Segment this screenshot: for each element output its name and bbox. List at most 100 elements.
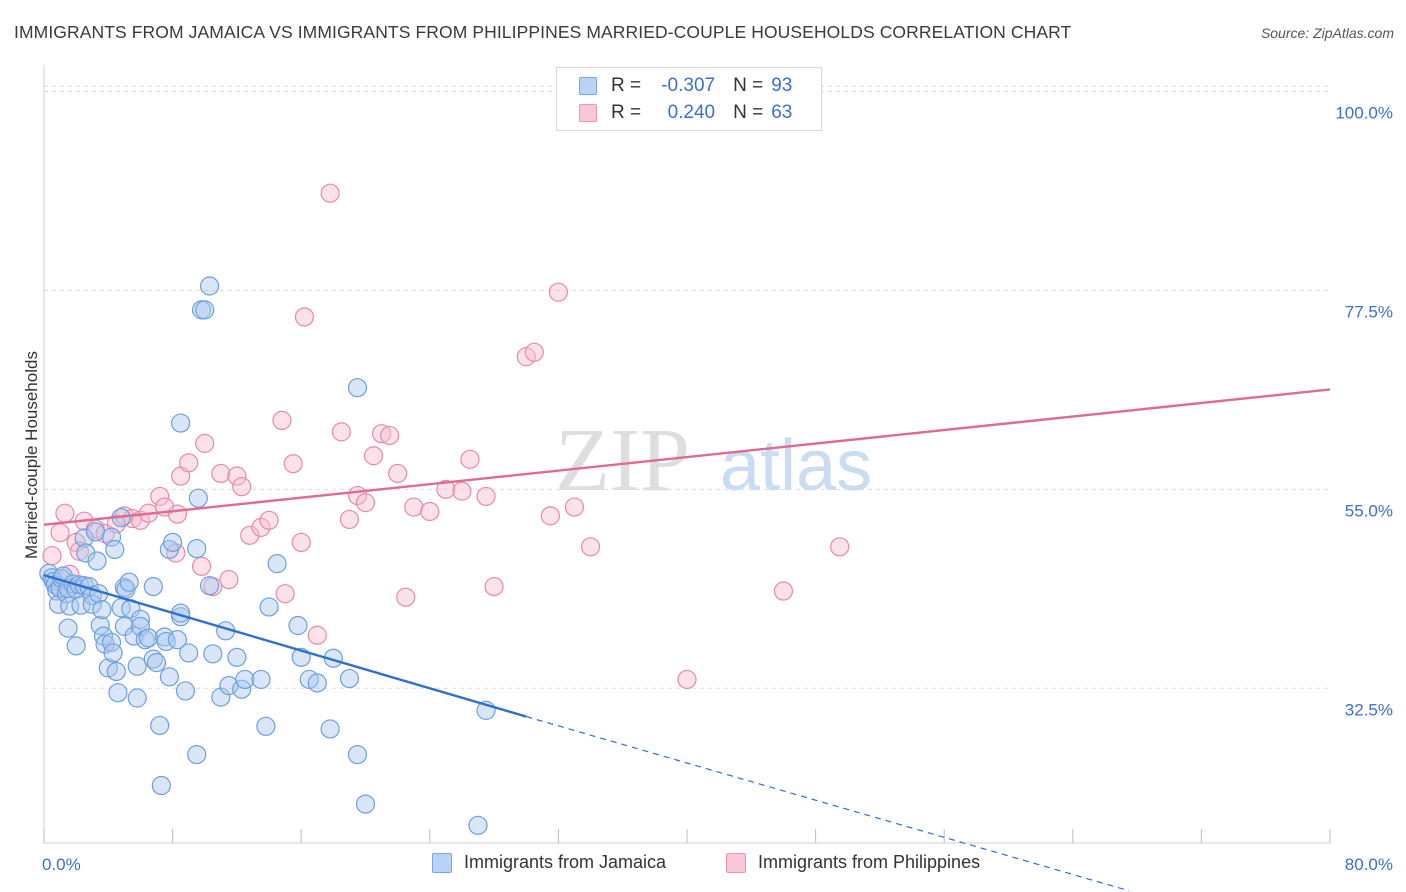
point-philippines — [436, 479, 456, 499]
point-jamaica — [187, 744, 207, 765]
trendline-jamaica — [43, 573, 527, 718]
point-jamaica — [171, 413, 191, 433]
point-philippines — [773, 581, 794, 601]
legend-r-value: -0.307 — [661, 75, 716, 96]
point-jamaica — [143, 649, 163, 669]
point-philippines — [283, 454, 303, 474]
series-jamaica-points — [39, 276, 496, 835]
point-philippines — [460, 449, 480, 469]
point-jamaica — [468, 815, 488, 835]
point-jamaica — [130, 609, 151, 629]
point-philippines — [275, 584, 295, 604]
point-jamaica — [114, 616, 134, 636]
point-philippines — [524, 342, 544, 362]
legend-box: R = -0.307 N = 93 R = 0.240 N = 63 — [556, 67, 822, 131]
point-philippines — [396, 587, 416, 607]
point-philippines — [320, 183, 340, 203]
point-jamaica — [159, 667, 179, 687]
point-jamaica — [101, 527, 122, 547]
watermark-zip: ZIP — [555, 411, 690, 510]
point-philippines — [548, 282, 569, 302]
point-jamaica — [179, 643, 199, 663]
point-philippines — [339, 509, 360, 530]
point-jamaica — [211, 687, 231, 707]
trendline-philippines — [43, 388, 1331, 526]
point-jamaica — [199, 276, 220, 296]
point-philippines — [484, 577, 504, 597]
point-jamaica — [167, 630, 188, 650]
point-jamaica — [259, 597, 279, 617]
point-jamaica — [199, 576, 220, 596]
point-philippines — [371, 424, 392, 444]
point-philippines — [363, 446, 384, 466]
point-philippines — [272, 410, 292, 431]
point-philippines — [307, 625, 327, 645]
point-jamaica — [347, 744, 368, 765]
bottom-legend-philippines: Immigrants from Philippines — [726, 852, 980, 873]
point-jamaica — [127, 688, 147, 708]
point-jamaica — [146, 653, 167, 673]
legend-row-jamaica: R = -0.307 N = 93 — [579, 74, 792, 98]
bottom-legend-swatch-jamaica — [432, 852, 452, 873]
point-jamaica — [151, 775, 171, 796]
point-philippines — [227, 466, 247, 486]
point-jamaica — [76, 543, 96, 563]
point-philippines — [219, 569, 239, 590]
point-jamaica — [347, 378, 368, 398]
y-tick-label: 55.0% — [1345, 501, 1393, 520]
axes — [43, 65, 1331, 844]
point-jamaica — [355, 794, 376, 814]
legend-r-label: R = — [611, 75, 642, 96]
point-philippines — [404, 497, 424, 517]
point-philippines — [42, 546, 62, 566]
point-jamaica — [195, 300, 215, 320]
point-jamaica — [124, 626, 144, 646]
chart-title: IMMIGRANTS FROM JAMAICA VS IMMIGRANTS FR… — [14, 22, 1072, 42]
legend-swatch-philippines — [579, 104, 597, 122]
bottom-legend-swatch-philippines — [726, 852, 746, 873]
watermark-atlas: atlas — [720, 426, 872, 506]
point-philippines — [150, 486, 170, 507]
bottom-legend-label-jamaica: Immigrants from Jamaica — [464, 852, 667, 872]
point-jamaica — [150, 715, 170, 736]
trendline-jamaica-extension — [526, 715, 1130, 892]
point-philippines — [259, 510, 279, 530]
point-philippines — [55, 503, 75, 523]
y-tick-label: 32.5% — [1345, 700, 1393, 719]
point-jamaica — [267, 554, 287, 574]
bottom-legend-jamaica: Immigrants from Jamaica — [432, 852, 666, 873]
tick-labels: 32.5% 55.0% 77.5% 100.0% 0.0% 80.0% — [42, 104, 1393, 874]
point-jamaica — [103, 643, 123, 663]
point-jamaica — [82, 594, 102, 614]
point-jamaica — [90, 615, 110, 636]
point-philippines — [50, 523, 70, 543]
point-jamaica — [320, 719, 340, 739]
point-jamaica — [58, 618, 78, 638]
point-jamaica — [288, 615, 308, 636]
point-jamaica — [106, 661, 126, 682]
point-philippines — [830, 537, 850, 557]
legend-r-label: R = — [611, 102, 642, 123]
point-philippines — [580, 537, 601, 557]
point-philippines — [388, 463, 408, 484]
point-jamaica — [227, 647, 247, 667]
point-jamaica — [143, 577, 163, 597]
point-jamaica — [203, 644, 223, 664]
y-tick-label: 100.0% — [1335, 104, 1393, 123]
point-philippines — [564, 497, 585, 517]
y-axis-label: Married-couple Households — [22, 351, 41, 559]
point-jamaica — [85, 522, 106, 542]
legend-n-label: N = — [733, 102, 764, 123]
point-jamaica — [138, 628, 159, 648]
point-philippines — [452, 481, 472, 501]
point-philippines — [251, 517, 271, 537]
point-philippines — [179, 453, 199, 473]
legend-swatch-jamaica — [579, 77, 597, 95]
point-jamaica — [187, 538, 207, 559]
y-tick-label: 77.5% — [1345, 302, 1393, 321]
x-tick-label-max: 80.0% — [1345, 855, 1393, 874]
legend-row-philippines: R = 0.240 N = 63 — [579, 101, 792, 125]
point-philippines — [291, 532, 311, 553]
point-philippines — [420, 501, 440, 522]
